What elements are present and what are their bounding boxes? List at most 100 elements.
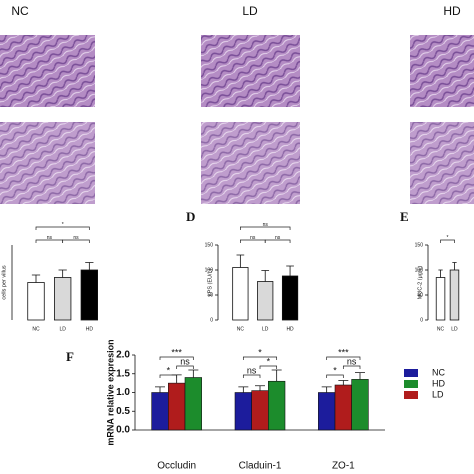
error-bar — [338, 380, 349, 385]
significance-label: ns — [250, 235, 256, 241]
x-tick-label: LD — [451, 326, 458, 332]
y-tick-label: 0 — [420, 317, 423, 323]
significance-bracket — [326, 356, 361, 360]
error-bar — [155, 386, 165, 393]
histology-image — [201, 35, 300, 107]
significance-bracket — [159, 374, 178, 378]
bar — [234, 392, 252, 431]
significance-bracket — [259, 365, 278, 369]
significance-bracket — [35, 226, 90, 230]
error-bar — [31, 274, 41, 283]
y-tick-label: 150 — [205, 242, 214, 248]
significance-bracket — [159, 356, 194, 360]
x-tick-label: HD — [286, 326, 294, 332]
error-bar — [321, 386, 332, 393]
significance-label: * — [62, 222, 64, 228]
error-bar — [238, 386, 249, 393]
significance-label: ns — [263, 222, 269, 228]
bar — [54, 277, 72, 321]
legend-label: NC — [432, 367, 445, 377]
significance-label: ns — [247, 365, 257, 375]
y-tick-label: 100 — [205, 267, 214, 273]
x-tick-label: NC — [32, 326, 40, 332]
significance-bracket — [242, 374, 261, 378]
legend-swatch — [404, 380, 418, 388]
panel-letter: F — [66, 349, 74, 364]
bar — [151, 392, 169, 431]
significance-bracket — [62, 239, 90, 243]
y-tick-label: 0.5 — [116, 406, 130, 417]
x-tick-label: ZO-1 — [332, 461, 355, 472]
significance-bracket — [240, 226, 291, 230]
x-tick-label: LD — [262, 326, 269, 332]
y-tick-label: 50 — [207, 292, 213, 298]
significance-label: ns — [275, 235, 281, 241]
column-label: LD — [242, 4, 258, 18]
histology-image — [0, 35, 95, 107]
significance-label: ns — [47, 235, 53, 241]
bar — [435, 277, 446, 321]
bar — [251, 390, 269, 431]
bar — [27, 282, 45, 321]
error-bar — [438, 269, 443, 278]
error-bar — [355, 372, 365, 380]
column-label: NC — [11, 4, 29, 18]
significance-bracket — [264, 239, 291, 243]
legend-label: HD — [432, 378, 445, 388]
error-bar — [236, 254, 245, 268]
error-bar — [286, 265, 294, 276]
histology-image — [201, 122, 300, 204]
bar — [449, 269, 460, 321]
y-axis-label: mRNA relative expresion — [105, 339, 115, 445]
y-tick-label: 150 — [415, 242, 424, 248]
column-label: HD — [443, 4, 461, 18]
significance-label: *** — [338, 347, 349, 357]
histology-image — [410, 35, 474, 107]
error-bar — [452, 262, 457, 270]
significance-label: *** — [171, 347, 182, 357]
y-tick-label: 100 — [415, 267, 424, 273]
histology-image — [410, 122, 474, 204]
bar — [318, 392, 336, 431]
y-tick-label: 2.0 — [116, 350, 130, 361]
histology-image — [0, 122, 95, 204]
y-tick-label: 0.0 — [116, 425, 130, 436]
bar — [257, 281, 274, 321]
x-tick-label: Occludin — [157, 461, 196, 472]
x-tick-label: HD — [86, 326, 94, 332]
panel-letter: E — [400, 209, 409, 224]
bar — [351, 379, 369, 431]
error-bar — [261, 270, 270, 282]
y-axis-label: cells per villus — [1, 265, 7, 299]
y-tick-label: 0 — [210, 317, 213, 323]
x-tick-label: NC — [437, 326, 445, 332]
error-bar — [271, 369, 282, 382]
x-tick-label: LD — [59, 326, 66, 332]
bar — [268, 380, 286, 431]
bar — [168, 382, 186, 431]
x-tick-label: Claduin-1 — [239, 461, 282, 472]
legend-swatch — [404, 391, 418, 399]
bar — [281, 275, 299, 321]
significance-label: * — [447, 235, 449, 241]
y-axis-label: MUC-2 (μg/L) — [417, 266, 423, 300]
significance-label: * — [258, 347, 262, 357]
significance-label: * — [167, 365, 171, 375]
y-tick-label: 1.5 — [116, 368, 130, 379]
legend-label: LD — [432, 389, 444, 399]
significance-bracket — [242, 356, 278, 360]
y-tick-label: 50 — [417, 292, 423, 298]
error-bar — [255, 385, 265, 391]
y-tick-label: 1.0 — [116, 387, 130, 398]
bar — [334, 384, 352, 431]
error-bar — [58, 269, 67, 278]
significance-bracket — [326, 374, 344, 378]
significance-label: ns — [180, 356, 190, 366]
significance-label: ns — [347, 356, 357, 366]
panel-letter: D — [186, 209, 195, 224]
x-tick-label: NC — [237, 326, 245, 332]
significance-bracket — [440, 239, 455, 243]
y-axis-label: LPS (EU/L) — [207, 268, 213, 296]
significance-label: * — [267, 356, 271, 366]
